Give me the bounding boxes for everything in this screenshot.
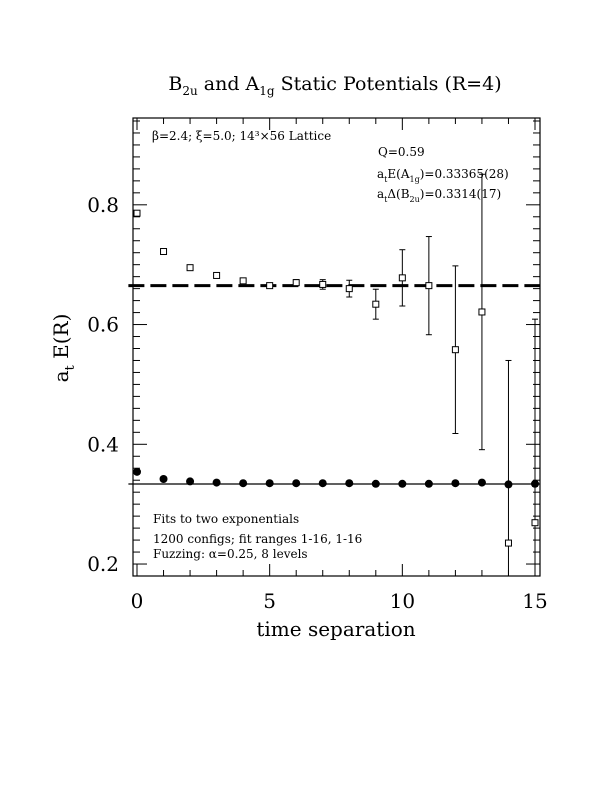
- annotation-subscript: t: [384, 175, 388, 184]
- b2u-data-point: [133, 209, 141, 217]
- b2u-data-point: [531, 519, 539, 527]
- title-part: and A: [198, 73, 260, 95]
- y-tick-label: 0.4: [87, 432, 119, 456]
- a1g-data-point: [398, 479, 407, 488]
- annotation-part: )=0.3314(17): [420, 187, 501, 201]
- annotation-part: a: [377, 167, 384, 181]
- a1g-data-point: [133, 467, 141, 476]
- x-tick-label: 5: [263, 589, 276, 613]
- annotation-subscript: t: [384, 195, 388, 204]
- b2u-data-point: [266, 282, 274, 290]
- b2u-data-point: [372, 300, 380, 308]
- b2u-data-point: [398, 274, 406, 282]
- y-tick-label: 0.8: [87, 193, 119, 217]
- y-axis-label: at E(R): [49, 314, 78, 383]
- a1g-data-point: [212, 478, 221, 487]
- axis-tick-labels: 0 5 10 15 0.2 0.4 0.6 0.8: [87, 193, 548, 613]
- title-part: Static Potentials (R=4): [275, 73, 502, 95]
- configs-annotation: 1200 configs; fit ranges 1-16, 1-16: [153, 532, 362, 546]
- title-subscript: 1g: [259, 84, 275, 98]
- x-tick-label: 10: [390, 589, 415, 613]
- a1g-data-point: [424, 479, 433, 488]
- a1g-data-point: [265, 479, 274, 488]
- annotation-part: a: [377, 187, 384, 201]
- a1g-data-point: [159, 475, 168, 484]
- title-part: B: [168, 73, 182, 95]
- annotation-part: Δ(B: [387, 187, 409, 201]
- b2u-data-point: [213, 271, 221, 279]
- fuzzing-annotation: Fuzzing: α=0.25, 8 levels: [153, 547, 308, 561]
- data-points: [133, 173, 539, 576]
- b2u-data-point: [504, 539, 512, 547]
- a1g-data-point: [318, 479, 327, 488]
- b2u-data-point: [425, 282, 433, 290]
- x-tick-label: 0: [131, 589, 144, 613]
- ylabel-subscript: t: [63, 364, 78, 370]
- ylabel-part: E(R): [49, 314, 73, 366]
- x-tick-label: 15: [522, 589, 547, 613]
- b2u-data-point: [319, 280, 327, 288]
- energy-a1g-annotation: atE(A1g)=0.33365(28): [377, 167, 509, 184]
- y-tick-label: 0.2: [87, 552, 119, 576]
- fit-lines: [128, 284, 540, 485]
- b2u-data-point: [239, 277, 247, 285]
- annotation-subscript: 1g: [409, 175, 419, 184]
- annotation-part: E(A: [387, 167, 409, 181]
- chart-title: B2u and A1g Static Potentials (R=4): [168, 73, 501, 98]
- annotation-part: )=0.33365(28): [420, 167, 509, 181]
- a1g-data-point: [477, 478, 486, 487]
- a1g-data-point: [239, 479, 248, 488]
- y-tick-label: 0.6: [87, 313, 119, 337]
- ylabel-part: a: [49, 370, 73, 382]
- b2u-data-point: [451, 346, 459, 354]
- fits-annotation: Fits to two exponentials: [153, 512, 299, 526]
- title-subscript: 2u: [182, 84, 198, 98]
- a1g-data-point: [292, 479, 301, 488]
- delta-b2u-annotation: atΔ(B2u)=0.3314(17): [377, 187, 501, 204]
- q-annotation: Q=0.59: [378, 145, 425, 159]
- lattice-annotation: β=2.4; ξ=5.0; 14³×56 Lattice: [152, 129, 331, 143]
- b2u-data-point: [186, 264, 194, 272]
- b2u-data-point: [160, 248, 168, 256]
- b2u-data-point: [345, 285, 353, 293]
- plot-frame: [132, 117, 541, 577]
- b2u-data-point: [478, 308, 486, 316]
- x-axis-label: time separation: [256, 617, 415, 641]
- a1g-data-point: [345, 479, 354, 488]
- a1g-data-point: [186, 477, 195, 486]
- b2u-data-point: [292, 279, 300, 287]
- annotation-subscript: 2u: [410, 195, 420, 204]
- a1g-data-point: [451, 479, 460, 488]
- axis-ticks: [133, 118, 540, 577]
- a1g-data-point: [371, 479, 380, 488]
